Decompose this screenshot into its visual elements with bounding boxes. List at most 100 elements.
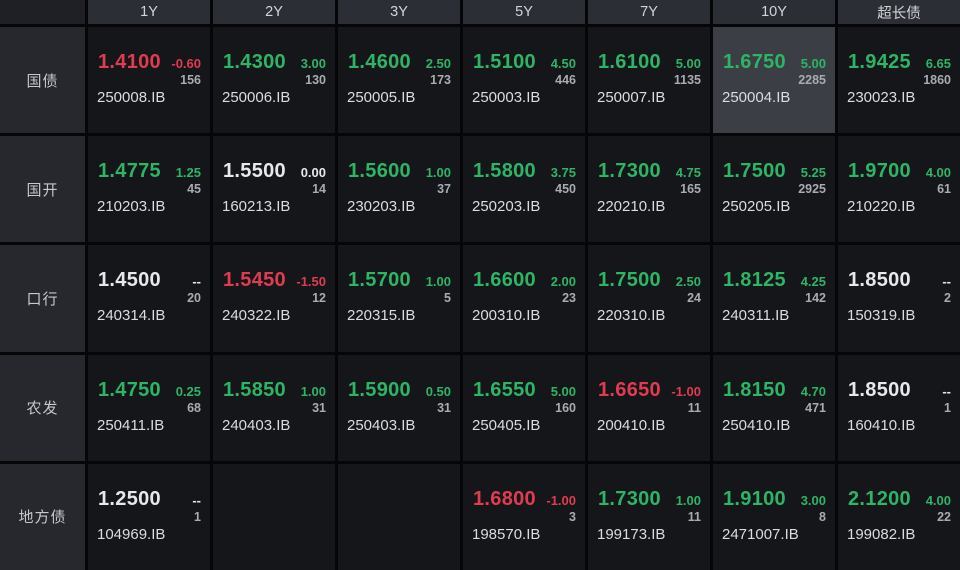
bond-cell[interactable]: 1.6550 5.00 160 250405.IB (463, 354, 585, 461)
trade-count: 22 (937, 509, 951, 524)
change-value: 3.00 (300, 56, 326, 71)
row-label-国开[interactable]: 国开 (0, 136, 85, 243)
bond-cell[interactable]: 1.5500 0.00 14 160213.IB (213, 136, 335, 243)
change-value: 4.00 (925, 165, 951, 181)
bond-cell[interactable]: 1.9100 3.00 8 2471007.IB (713, 463, 835, 570)
bond-cell[interactable]: 1.4750 0.25 68 250411.IB (88, 354, 210, 461)
row-label-国债[interactable]: 国债 (0, 27, 85, 134)
bond-code: 250405.IB (472, 416, 541, 434)
trade-count: 2285 (798, 73, 826, 87)
bond-cell[interactable]: 1.7300 1.00 11 199173.IB (588, 463, 710, 570)
bond-cell[interactable]: 1.5700 1.00 5 220315.IB (338, 245, 460, 352)
column-header-2Y[interactable]: 2Y (213, 0, 335, 24)
bond-cell[interactable]: 1.6750 5.00 2285 250004.IB (713, 27, 835, 134)
column-header-超长债[interactable]: 超长债 (838, 0, 960, 24)
rate-value: 1.7300 (598, 160, 661, 183)
bond-code: 250004.IB (722, 89, 791, 106)
bond-cell[interactable]: 1.8500 -- 1 160410.IB (838, 354, 960, 461)
change-value: 4.25 (800, 274, 826, 290)
bond-cell[interactable]: 1.6800 -1.00 3 198570.IB (463, 463, 585, 570)
bond-cell[interactable]: 1.4100 -0.60 156 250008.IB (88, 27, 210, 134)
bond-cell[interactable]: 1.4500 -- 20 240314.IB (88, 245, 210, 352)
rate-value: 1.4300 (223, 51, 286, 73)
bond-code: 200410.IB (597, 416, 666, 434)
bond-cell[interactable]: 1.4300 3.00 130 250006.IB (213, 27, 335, 134)
change-value: 1.25 (175, 165, 201, 181)
empty-cell (338, 463, 460, 570)
bond-code: 250205.IB (722, 198, 791, 216)
bond-code: 250411.IB (97, 416, 165, 434)
change-value: 1.00 (425, 274, 451, 290)
change-value: -1.00 (546, 492, 576, 508)
rate-value: 1.9425 (848, 51, 911, 73)
trade-count: 12 (312, 291, 326, 306)
rate-value: 1.5500 (223, 160, 286, 183)
trade-count: 160 (555, 400, 576, 415)
bond-cell[interactable]: 1.7500 2.50 24 220310.IB (588, 245, 710, 352)
bond-cell[interactable]: 1.5450 -1.50 12 240322.IB (213, 245, 335, 352)
trade-count: 1135 (673, 73, 701, 87)
bond-cell[interactable]: 1.6100 5.00 1135 250007.IB (588, 27, 710, 134)
column-header-7Y[interactable]: 7Y (588, 0, 710, 24)
bond-code: 210203.IB (97, 198, 166, 216)
bond-cell[interactable]: 1.9700 4.00 61 210220.IB (838, 136, 960, 243)
row-label-口行[interactable]: 口行 (0, 245, 85, 352)
change-value: 1.00 (425, 165, 451, 181)
bond-cell[interactable]: 1.6600 2.00 23 200310.IB (463, 245, 585, 352)
bond-cell[interactable]: 1.5850 1.00 31 240403.IB (213, 354, 335, 461)
bond-cell[interactable]: 1.7300 4.75 165 220210.IB (588, 136, 710, 243)
rate-value: 1.9700 (848, 160, 911, 183)
rate-value: 2.1200 (848, 487, 911, 510)
rate-value: 1.4750 (98, 378, 161, 401)
change-value: 4.50 (550, 56, 576, 71)
bond-cell[interactable]: 1.5900 0.50 31 250403.IB (338, 354, 460, 461)
trade-count: 450 (555, 182, 576, 197)
corner-cell (0, 0, 85, 24)
trade-count: 2925 (798, 182, 826, 197)
row-label-农发[interactable]: 农发 (0, 354, 85, 461)
bond-cell[interactable]: 1.5600 1.00 37 230203.IB (338, 136, 460, 243)
bond-cell[interactable]: 1.4775 1.25 45 210203.IB (88, 136, 210, 243)
bond-cell[interactable]: 1.8125 4.25 142 240311.IB (713, 245, 835, 352)
rate-value: 1.4600 (348, 51, 411, 73)
bond-cell[interactable]: 2.1200 4.00 22 199082.IB (838, 463, 960, 570)
trade-count: 1 (194, 509, 201, 524)
column-header-5Y[interactable]: 5Y (463, 0, 585, 24)
change-value: -- (192, 274, 201, 290)
bond-code: 250006.IB (222, 89, 291, 106)
change-value: 4.75 (675, 165, 701, 181)
bond-code: 250403.IB (347, 416, 416, 434)
bond-cell[interactable]: 1.9425 6.65 1860 230023.IB (838, 27, 960, 134)
rate-value: 1.6100 (598, 51, 661, 73)
rate-value: 1.7300 (598, 487, 661, 510)
trade-count: 130 (305, 73, 326, 87)
change-value: -- (942, 274, 951, 290)
bond-code: 240403.IB (222, 416, 291, 434)
bond-cell[interactable]: 1.8500 -- 2 150319.IB (838, 245, 960, 352)
bond-cell[interactable]: 1.2500 -- 1 104969.IB (88, 463, 210, 570)
trade-count: 165 (680, 182, 701, 197)
change-value: 0.50 (425, 383, 451, 399)
column-header-3Y[interactable]: 3Y (338, 0, 460, 24)
bond-cell[interactable]: 1.5800 3.75 450 250203.IB (463, 136, 585, 243)
trade-count: 2 (944, 291, 951, 306)
bond-code: 250410.IB (722, 416, 791, 434)
row-label-地方债[interactable]: 地方债 (0, 463, 85, 570)
bond-code: 220210.IB (597, 198, 666, 216)
trade-count: 471 (805, 400, 826, 415)
change-value: 3.75 (550, 165, 576, 181)
change-value: 2.50 (675, 274, 701, 290)
bond-cell[interactable]: 1.8150 4.70 471 250410.IB (713, 354, 835, 461)
trade-count: 11 (687, 509, 701, 524)
bond-code: 240322.IB (222, 307, 291, 325)
bond-cell[interactable]: 1.6650 -1.00 11 200410.IB (588, 354, 710, 461)
column-header-10Y[interactable]: 10Y (713, 0, 835, 24)
rate-value: 1.5100 (473, 51, 536, 73)
column-header-1Y[interactable]: 1Y (88, 0, 210, 24)
bond-cell[interactable]: 1.5100 4.50 446 250003.IB (463, 27, 585, 134)
bond-code: 250007.IB (597, 89, 666, 106)
bond-cell[interactable]: 1.7500 5.25 2925 250205.IB (713, 136, 835, 243)
bond-code: 200310.IB (472, 307, 541, 325)
rate-value: 1.7500 (723, 160, 786, 183)
bond-cell[interactable]: 1.4600 2.50 173 250005.IB (338, 27, 460, 134)
